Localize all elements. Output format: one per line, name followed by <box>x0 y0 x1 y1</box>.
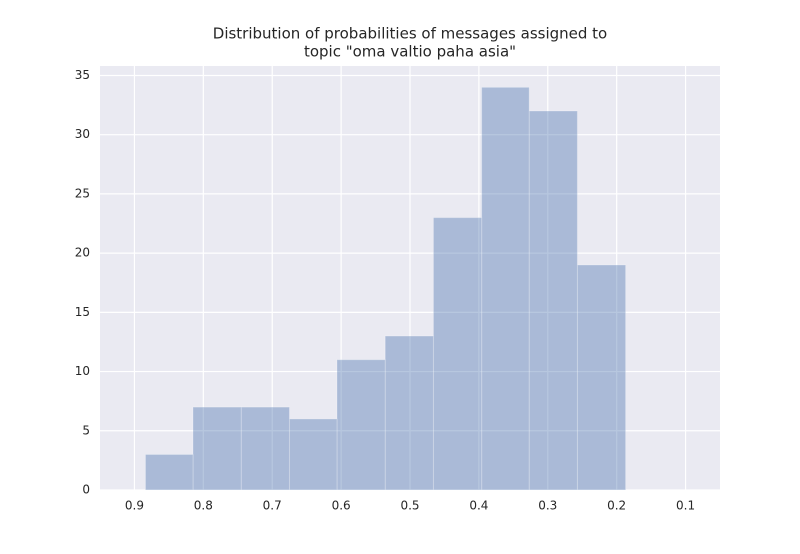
x-tick-label: 0.1 <box>676 499 695 513</box>
y-tick-label: 25 <box>75 186 90 200</box>
bar <box>432 217 483 491</box>
y-tick-label: 15 <box>75 305 90 319</box>
x-tick-label: 0.5 <box>400 499 419 513</box>
x-tick-label: 0.3 <box>538 499 557 513</box>
bar <box>240 406 290 491</box>
bar <box>481 86 530 491</box>
chart-title: topic "oma valtio paha asia" <box>304 43 516 61</box>
x-tick-label: 0.8 <box>194 499 213 513</box>
bar <box>336 359 386 491</box>
bar <box>576 264 627 491</box>
x-tick-label: 0.9 <box>125 499 144 513</box>
bar <box>144 453 194 491</box>
x-tick-label: 0.7 <box>263 499 282 513</box>
bar <box>528 110 578 491</box>
x-tick-label: 0.2 <box>607 499 626 513</box>
y-tick-label: 20 <box>75 246 90 260</box>
y-tick-label: 0 <box>82 483 90 497</box>
y-tick-label: 35 <box>75 68 90 82</box>
bar <box>288 418 338 491</box>
chart-title: Distribution of probabilities of message… <box>213 25 607 43</box>
y-tick-label: 10 <box>75 364 90 378</box>
x-tick-label: 0.4 <box>469 499 488 513</box>
bar <box>192 406 242 491</box>
y-tick-label: 5 <box>82 423 90 437</box>
x-tick-label: 0.6 <box>332 499 351 513</box>
y-tick-label: 30 <box>75 127 90 141</box>
bar <box>384 335 434 491</box>
